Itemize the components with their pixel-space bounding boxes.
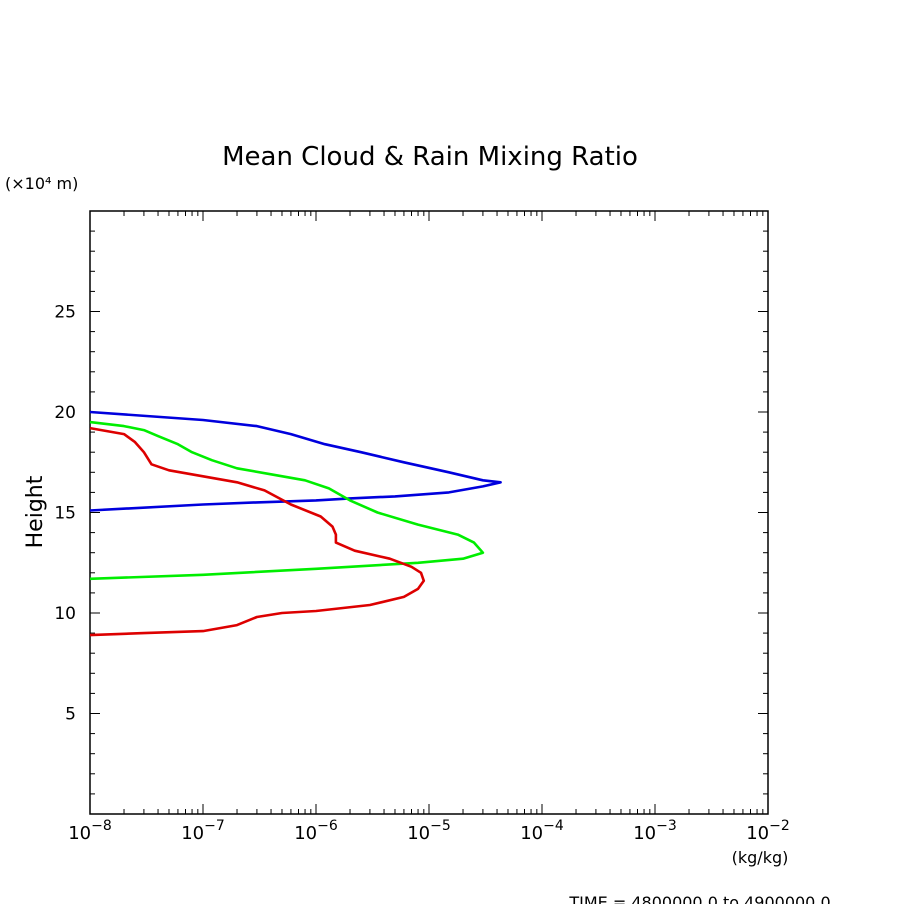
y-unit-label: (×10⁴ m) <box>5 174 78 193</box>
chart-title: Mean Cloud & Rain Mixing Ratio <box>222 142 638 172</box>
x-tick-label: 10−5 <box>407 818 451 844</box>
x-tick-label: 10−4 <box>520 818 564 844</box>
x-unit-label: (kg/kg) <box>732 848 789 867</box>
axis-ticks <box>90 211 768 814</box>
footer-time-label: TIME = 4800000.0 to 4900000.0 <box>568 893 830 904</box>
y-tick-label: 5 <box>65 705 76 725</box>
x-tick-label: 10−2 <box>746 818 790 844</box>
y-tick-label: 25 <box>54 303 76 323</box>
x-tick-label: 10−3 <box>633 818 677 844</box>
series-line-2 <box>89 420 485 581</box>
series-lines <box>89 410 502 637</box>
series-line-3 <box>89 426 426 637</box>
x-tick-label: 10−7 <box>181 818 225 844</box>
x-tick-label: 10−6 <box>294 818 338 844</box>
y-tick-label: 10 <box>54 604 76 624</box>
plot-frame <box>89 210 769 815</box>
y-tick-label: 20 <box>54 403 76 423</box>
x-tick-labels: 10−8 10−7 10−6 10−5 10−4 10−3 10−2 <box>68 818 790 844</box>
y-tick-labels: 5 10 15 20 25 <box>54 303 76 725</box>
series-line-1 <box>89 410 502 512</box>
y-tick-label: 15 <box>54 504 76 524</box>
y-axis-label: Height <box>23 475 48 548</box>
x-tick-label: 10−8 <box>68 818 112 844</box>
